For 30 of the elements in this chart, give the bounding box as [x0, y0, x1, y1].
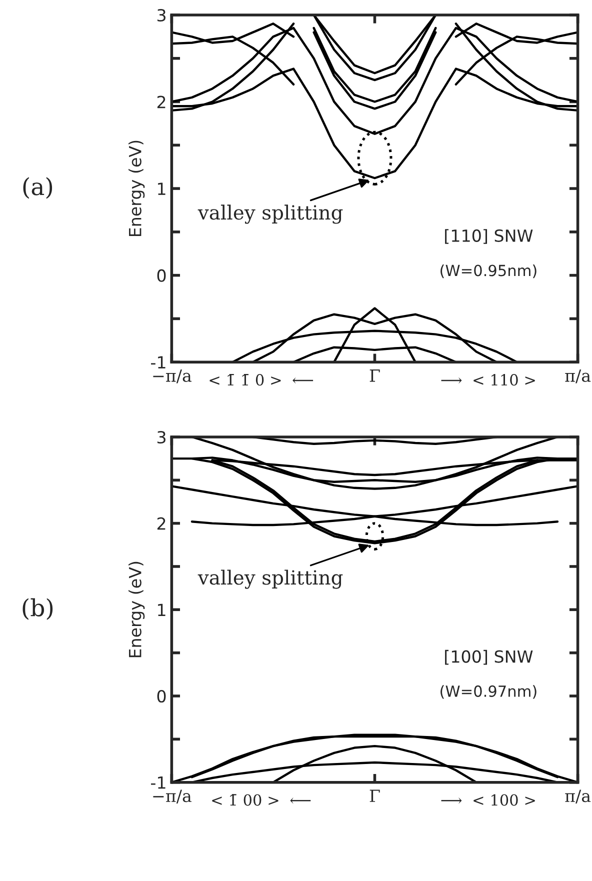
y-axis-title: Energy (eV) [128, 140, 145, 236]
y-tick-label: 1 [158, 182, 166, 195]
annotation: [100] SNW [445, 650, 533, 665]
y-tick-label: 0 [157, 269, 166, 282]
x-tick-label: π/a [565, 790, 591, 804]
x-tick-label: −π/a [153, 790, 192, 804]
y-tick-label: 2 [157, 517, 166, 530]
text: < 1̄ 00 > ⟵ [212, 794, 311, 806]
x-tick-label: Γ [370, 370, 380, 382]
y-tick-label: -1 [151, 356, 166, 368]
x-tick-label: π/a [565, 370, 591, 384]
annotation: (W=0.97nm) [440, 685, 536, 699]
y-axis-title: Energy (eV) [128, 562, 145, 658]
text: (a) [23, 177, 52, 199]
text: ⟶ < 110 > [441, 374, 535, 386]
y-tick-label: 3 [157, 8, 166, 22]
annotation: [110] SNW [445, 229, 533, 244]
y-tick-label: 1 [158, 604, 166, 616]
x-tick-label: Γ [370, 790, 380, 802]
y-tick-label: 2 [157, 96, 166, 108]
x-tick-label: −π/a [153, 370, 192, 384]
text: (b) [22, 598, 53, 620]
annotation: valley splitting [198, 570, 343, 589]
y-tick-label: -1 [151, 776, 166, 789]
y-tick-label: 0 [157, 690, 166, 703]
y-tick-label: 3 [157, 430, 166, 444]
annotation: valley splitting [198, 204, 343, 224]
text: ⟶ < 100 > [441, 794, 535, 806]
annotation: (W=0.95nm) [440, 264, 536, 278]
text: < 1̄ 1̄ 0 > ⟵ [210, 374, 314, 386]
